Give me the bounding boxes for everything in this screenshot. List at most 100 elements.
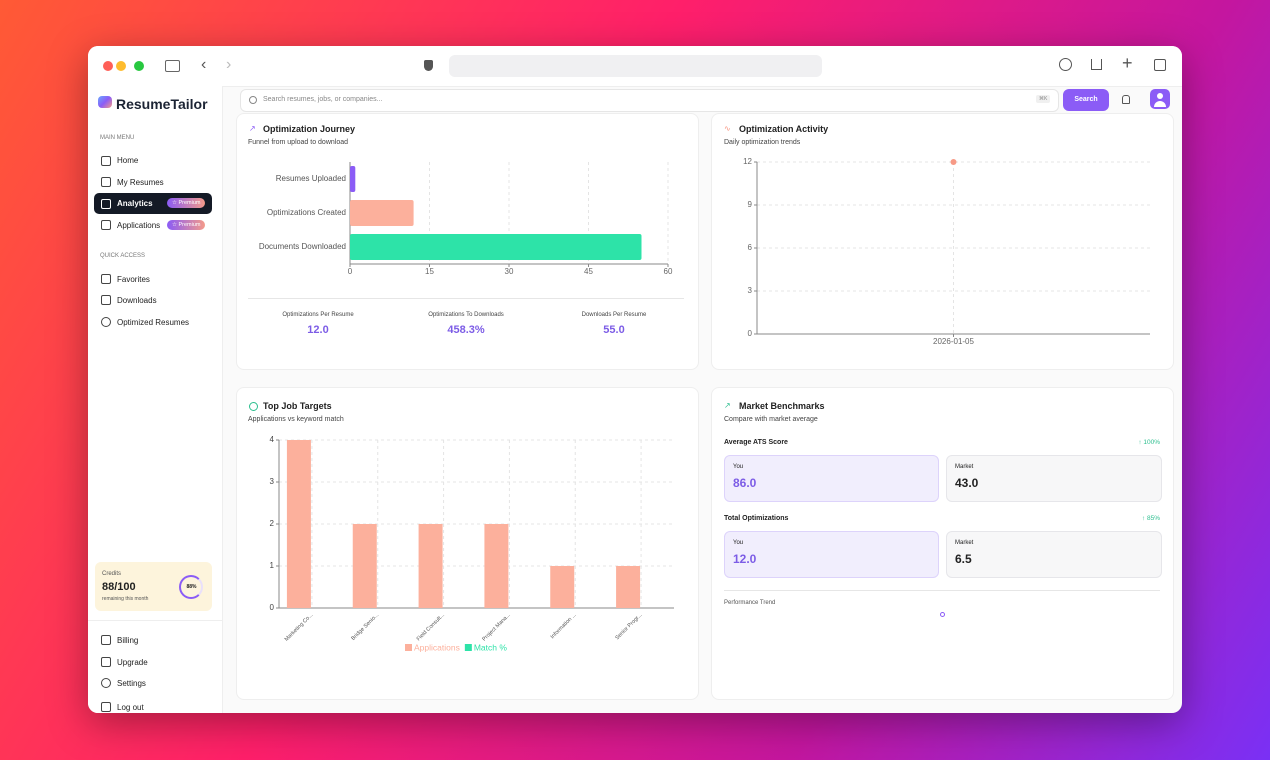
y-tick-label: 9 [748,200,753,209]
card-title: Top Job Targets [263,401,332,411]
back-button[interactable]: ‹ [201,56,207,73]
x-tick-label: Senior Progr... [614,612,643,641]
maximize-button[interactable] [134,61,144,71]
new-tab-button[interactable]: + [1122,53,1133,73]
nav-item[interactable]: Log out [117,703,144,712]
card-title: Market Benchmarks [739,401,825,411]
section-label: MAIN MENU [100,135,135,141]
premium-badge: ☆ Premium [167,220,206,230]
search-icon [249,96,257,104]
search-button[interactable] [1063,89,1109,111]
premium-badge: ☆ Premium [167,198,206,208]
x-tick-label: Marketing Co... [284,612,315,643]
icon [101,295,111,305]
y-tick-label: 12 [743,157,752,166]
nav-item[interactable]: Home [117,156,139,165]
avatar-head [1157,93,1163,99]
box-value: 12.0 [733,552,757,566]
share-button[interactable] [1091,59,1102,70]
metric-label: Average ATS Score [724,439,788,446]
search-input[interactable] [240,89,1059,112]
icon [101,274,111,284]
card-title: Optimization Activity [739,124,829,134]
icon [101,177,111,187]
box-label: Market [955,464,974,470]
brand[interactable]: ResumeTailor [116,96,208,112]
credits-note: remaining this month [102,596,149,602]
y-tick-label: 2 [270,519,275,528]
icon [101,199,111,209]
you-box [724,455,939,502]
card-icon: ↗ [724,401,731,410]
address-bar[interactable] [449,55,822,77]
tabs-button[interactable] [1154,59,1166,71]
y-tick-label: 1 [270,561,275,570]
x-tick-label: 2026-01-05 [933,337,974,346]
metric-change: ↑ 100% [1138,439,1160,446]
nav-item[interactable]: Downloads [117,296,157,305]
point [950,159,957,165]
download-button[interactable] [1059,58,1072,71]
box-label: Market [955,540,974,546]
divider [724,590,1160,591]
legend-swatch [464,644,472,651]
notifications[interactable] [1122,95,1130,104]
nav-item[interactable]: Analytics [117,199,153,208]
y-tick-label: 0 [270,603,275,612]
nav-item[interactable]: My Resumes [117,178,164,187]
metric-label: Total Optimizations [724,515,789,522]
minimize-button[interactable] [116,61,126,71]
nav-item[interactable]: Upgrade [117,658,148,667]
card-icon: ↗ [249,124,256,133]
bar [616,566,641,608]
trend-dot [940,612,945,617]
close-button[interactable] [103,61,113,71]
icon [101,220,111,230]
x-tick-label: 15 [425,267,434,276]
bar [484,524,509,608]
x-tick-label: Bridge Senio... [350,612,380,642]
credits-percent: 88% [186,584,197,590]
shortcut: ⌘K [1036,95,1051,103]
stat-value: 55.0 [603,324,625,336]
nav-item[interactable]: Billing [117,636,139,645]
y-tick-label: 4 [270,435,275,444]
nav-item[interactable]: Settings [117,679,146,688]
legend-swatch [405,644,412,651]
nav-item[interactable]: Optimized Resumes [117,318,190,327]
credits-value: 88/100 [102,581,136,593]
legend-label: Match % [474,642,508,652]
sidebar-toggle[interactable] [165,60,180,72]
bar [286,440,311,608]
x-tick-label: Field Consult... [416,612,447,643]
forward-button[interactable]: › [226,56,232,73]
icon [101,702,111,712]
nav-item[interactable]: Applications [117,221,161,230]
stat-label: Optimizations Per Resume [282,312,354,318]
legend-label: Applications [414,642,460,652]
icon [101,678,111,688]
card-title: Optimization Journey [263,124,356,134]
section-label: QUICK ACCESS [100,253,146,259]
avatar-body [1154,101,1166,107]
divider [248,298,684,299]
card-subtitle: Funnel from upload to download [248,139,349,146]
stat-value: 458.3% [447,324,485,336]
nav-item[interactable]: Favorites [117,275,150,284]
x-tick-label: Project Mana... [481,612,512,643]
y-tick-label: 3 [270,477,275,486]
card-subtitle: Compare with market average [724,416,818,423]
search-button-label[interactable]: Search [1074,96,1098,103]
y-tick-label: 3 [748,286,753,295]
divider [88,620,222,621]
stat-value: 12.0 [307,324,329,336]
box-value: 43.0 [955,476,979,490]
x-tick-label: Information ... [550,612,578,640]
bar [550,566,575,608]
card-icon: ∿ [724,124,731,133]
card-subtitle: Applications vs keyword match [248,416,344,423]
shield-icon [424,60,433,71]
bar [350,234,642,260]
